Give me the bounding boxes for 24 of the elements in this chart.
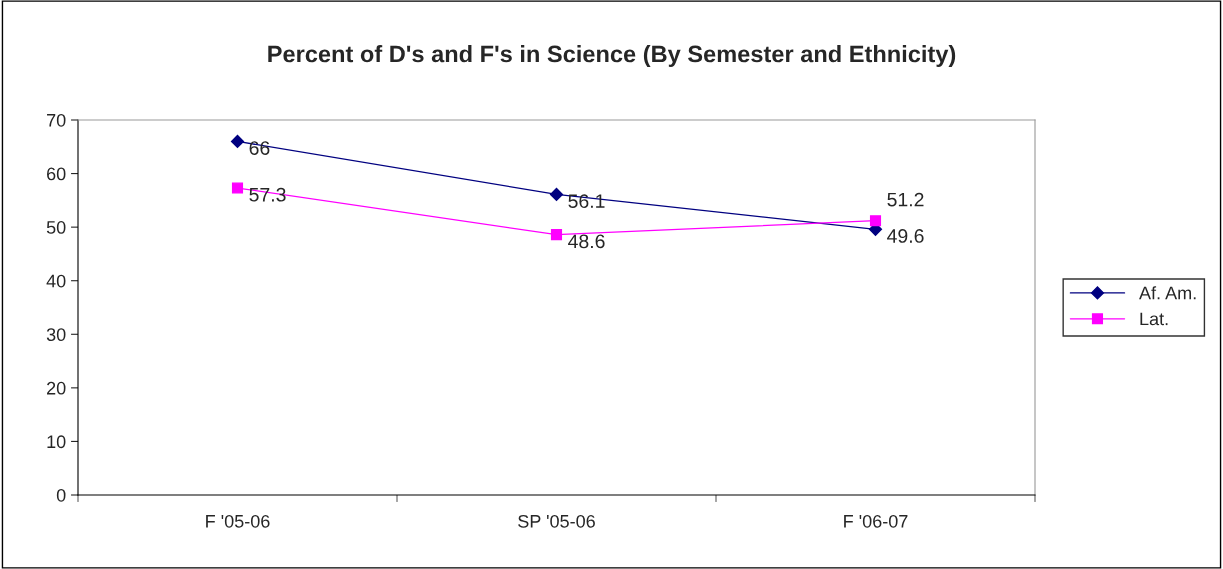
- data-label: 66: [249, 141, 270, 155]
- y-tick-label: 10: [47, 435, 66, 449]
- y-tick-label: 0: [56, 488, 66, 502]
- point: [231, 182, 244, 194]
- data-label: 49.6: [887, 229, 924, 243]
- point: [549, 187, 564, 202]
- y-tick-label: 50: [46, 221, 66, 234]
- point: [869, 215, 882, 227]
- legend-label: Lat.: [1140, 312, 1168, 326]
- data-label: 56.1: [568, 194, 605, 209]
- chart-title: Percent of D's and F's in Science (By Semester and Ethnicity): [268, 45, 956, 68]
- x-tick-label: F '05-06: [206, 514, 270, 528]
- data-label: 51.2: [887, 192, 924, 207]
- x-tick-label: SP '05-06: [518, 514, 595, 528]
- point: [230, 134, 245, 149]
- data-label: 48.6: [568, 234, 605, 249]
- y-tick-label: 20: [47, 381, 66, 395]
- y-tick-label: 30: [46, 328, 66, 342]
- point: [550, 229, 563, 241]
- y-tick-label: 70: [47, 113, 66, 127]
- x-tick-label: F '06-07: [844, 514, 908, 528]
- y-tick-label: 60: [47, 167, 66, 181]
- y-tick-label: 40: [46, 274, 66, 288]
- legend-label: Af. Am.: [1139, 286, 1196, 300]
